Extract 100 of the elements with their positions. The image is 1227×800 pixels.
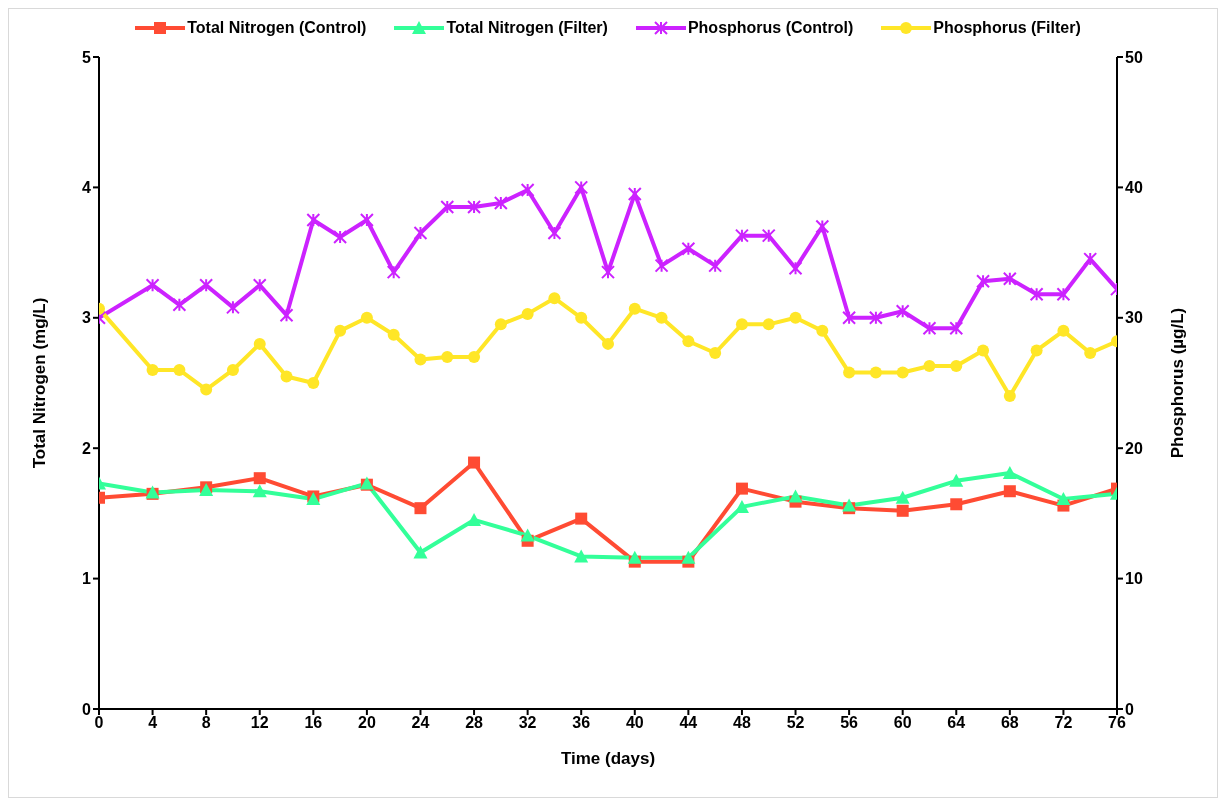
point <box>627 550 642 564</box>
point <box>922 321 937 336</box>
point <box>734 499 749 513</box>
y-tick-label: 4 <box>82 179 92 197</box>
point <box>225 300 240 315</box>
point <box>628 302 641 315</box>
x-tick-label: 8 <box>201 714 211 732</box>
point <box>682 335 695 348</box>
point <box>547 226 562 241</box>
point <box>520 528 535 542</box>
point <box>414 353 427 366</box>
point <box>681 550 696 564</box>
x-tick-label: 36 <box>572 714 591 732</box>
point <box>253 337 266 350</box>
point <box>1002 271 1017 286</box>
legend-label: Phosphorus (Filter) <box>933 19 1081 37</box>
x-tick-label: 12 <box>250 714 269 732</box>
x-tick-label: 24 <box>411 714 430 732</box>
point <box>306 213 321 227</box>
point <box>387 328 400 341</box>
x-tick-label: 52 <box>786 714 805 732</box>
point <box>734 228 749 243</box>
point <box>252 278 267 293</box>
x-tick-label: 60 <box>893 714 912 732</box>
legend-label: Total Nitrogen (Control) <box>187 19 367 37</box>
point <box>467 512 482 526</box>
point <box>468 350 481 363</box>
point <box>574 549 589 563</box>
x-tick-label: 76 <box>1108 714 1126 732</box>
x-axis-title: Time (days) <box>560 749 656 768</box>
point <box>1003 485 1016 498</box>
y-tick-label: 1 <box>82 570 92 588</box>
y-tick-label: 3 <box>82 309 92 327</box>
point <box>842 498 857 512</box>
point <box>1056 492 1071 506</box>
point <box>200 383 213 396</box>
point <box>1084 347 1097 360</box>
y2-tick-label: 10 <box>1125 570 1143 588</box>
point <box>735 482 748 495</box>
point <box>280 370 293 383</box>
point <box>949 473 964 487</box>
point <box>895 490 910 504</box>
y-tick-label: 0 <box>82 700 92 718</box>
x-tick-label: 16 <box>304 714 323 732</box>
point <box>762 318 775 331</box>
point <box>895 304 910 319</box>
point <box>413 545 428 559</box>
x-tick-label: 40 <box>625 714 644 732</box>
point <box>468 456 481 469</box>
point <box>788 489 803 503</box>
x-tick-label: 68 <box>1000 714 1019 732</box>
point <box>654 258 669 273</box>
x-tick-label: 28 <box>465 714 484 732</box>
point <box>279 308 294 323</box>
y-axis-title: Total Nitrogen (mg/L) <box>30 297 50 469</box>
point <box>307 377 320 389</box>
point <box>548 292 561 305</box>
point <box>949 321 964 336</box>
legend-label: Phosphorus (Control) <box>687 19 854 37</box>
x-tick-label: 44 <box>679 714 698 732</box>
point <box>627 186 642 201</box>
point <box>681 241 696 256</box>
point <box>602 337 614 350</box>
y-tick-label: 5 <box>82 48 92 66</box>
x-tick-label: 0 <box>94 714 104 732</box>
point <box>950 498 963 511</box>
point <box>843 366 856 379</box>
point <box>1083 252 1098 267</box>
point <box>386 265 401 280</box>
point <box>842 310 857 325</box>
point <box>253 472 266 485</box>
x-tick-label: 32 <box>518 714 537 732</box>
point <box>252 484 267 498</box>
point <box>413 226 428 241</box>
x-tick-label: 4 <box>148 714 158 732</box>
point <box>146 363 159 376</box>
point <box>575 512 588 525</box>
point <box>735 318 748 331</box>
point <box>601 265 615 280</box>
point <box>655 311 668 324</box>
point <box>226 363 239 376</box>
y2-tick-label: 50 <box>1125 48 1143 66</box>
point <box>896 504 909 517</box>
point <box>1030 344 1043 357</box>
point <box>977 344 990 357</box>
point <box>950 360 963 373</box>
point <box>923 360 936 373</box>
point <box>1002 465 1017 479</box>
point <box>173 363 186 376</box>
point <box>467 199 482 214</box>
point <box>1057 324 1070 337</box>
point <box>441 350 454 363</box>
point <box>521 307 534 320</box>
y-tick-label: 2 <box>82 439 92 457</box>
point <box>575 311 588 324</box>
point <box>520 183 535 198</box>
point <box>494 318 507 331</box>
point <box>815 219 830 234</box>
point <box>1003 390 1016 403</box>
x-tick-label: 56 <box>840 714 859 732</box>
